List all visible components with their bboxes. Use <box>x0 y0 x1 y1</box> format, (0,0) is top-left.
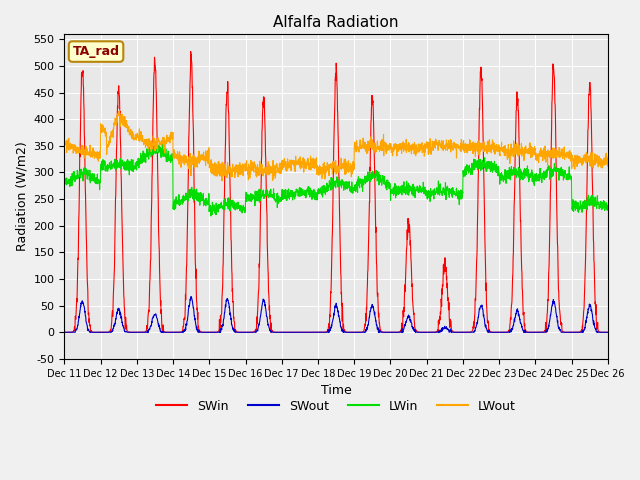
LWout <box>212 166 220 172</box>
LWout <box>495 144 502 149</box>
Line: SWin: SWin <box>65 51 608 332</box>
SWin <box>556 312 564 318</box>
LWin <box>212 212 220 217</box>
SWout <box>495 329 502 335</box>
LWout <box>352 149 360 155</box>
LWin <box>150 140 157 145</box>
LWin <box>604 206 612 212</box>
Y-axis label: Radiation (W/m2): Radiation (W/m2) <box>15 142 28 252</box>
LWin <box>352 187 360 192</box>
SWin <box>187 48 195 54</box>
SWin <box>87 329 95 335</box>
SWout <box>61 329 68 335</box>
LWout <box>556 149 564 155</box>
SWout <box>572 329 579 335</box>
SWin <box>604 329 612 335</box>
LWin <box>61 175 68 180</box>
SWout <box>556 328 564 334</box>
SWout <box>364 322 372 328</box>
SWin <box>495 329 502 335</box>
LWout <box>604 163 612 169</box>
X-axis label: Time: Time <box>321 384 351 397</box>
LWin <box>207 213 214 219</box>
LWin <box>495 163 502 169</box>
LWout <box>61 144 68 150</box>
SWin <box>212 329 220 335</box>
LWin <box>572 207 579 213</box>
SWout <box>70 329 78 335</box>
Text: TA_rad: TA_rad <box>72 45 120 58</box>
Line: SWout: SWout <box>65 297 608 332</box>
Title: Alfalfa Radiation: Alfalfa Radiation <box>273 15 399 30</box>
LWout <box>572 156 579 162</box>
LWout <box>116 108 124 113</box>
SWout <box>352 329 360 335</box>
SWin <box>572 329 579 335</box>
Line: LWin: LWin <box>65 143 608 216</box>
LWin <box>364 169 372 175</box>
SWin <box>61 329 68 335</box>
LWout <box>218 178 226 184</box>
Line: LWout: LWout <box>65 110 608 181</box>
LWout <box>364 138 372 144</box>
SWin <box>364 267 372 273</box>
SWout <box>188 294 195 300</box>
Legend: SWin, SWout, LWin, LWout: SWin, SWout, LWin, LWout <box>151 395 521 418</box>
LWin <box>556 173 564 179</box>
SWout <box>212 329 220 335</box>
SWin <box>352 329 360 335</box>
SWout <box>604 329 612 335</box>
